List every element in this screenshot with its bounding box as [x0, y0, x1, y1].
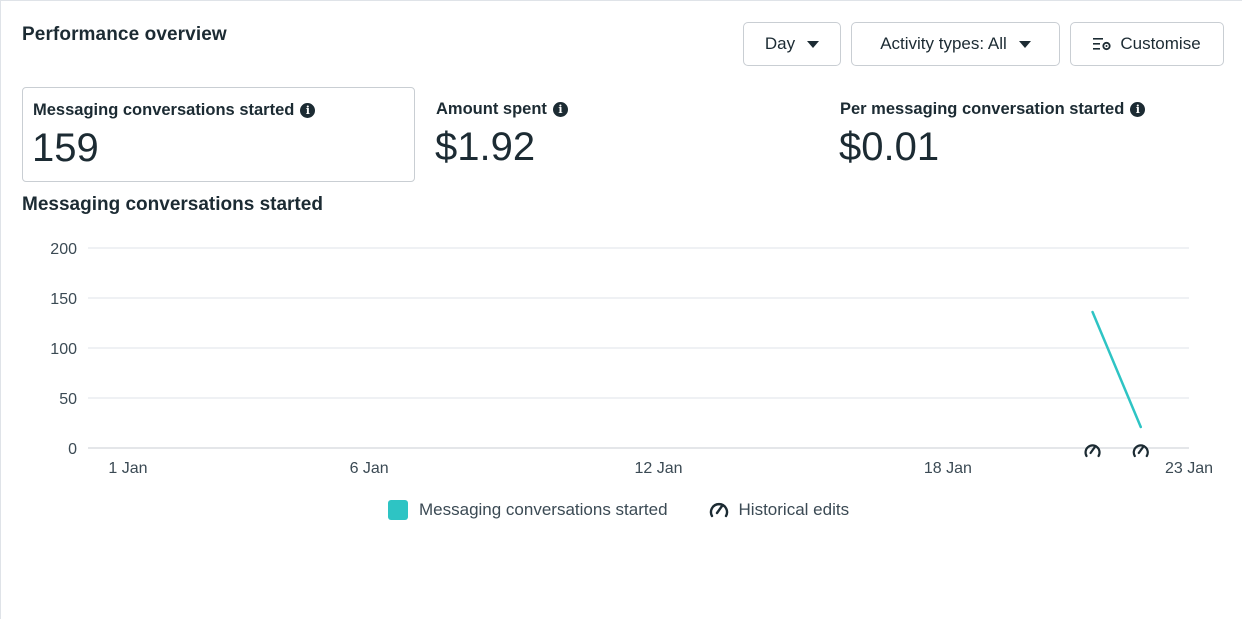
- page-title: Performance overview: [22, 24, 227, 45]
- legend-swatch: [388, 500, 408, 520]
- metric-card-messaging[interactable]: Messaging conversations started i 159: [22, 87, 415, 182]
- x-tick-label: 6 Jan: [350, 460, 389, 477]
- metric-value: 159: [32, 126, 99, 170]
- chart-legend: Messaging conversations started Historic…: [388, 500, 889, 520]
- x-tick-label: 12 Jan: [634, 460, 682, 477]
- metric-card-amount-spent[interactable]: Amount spent i $1.92: [426, 87, 806, 182]
- x-tick-label: 1 Jan: [108, 460, 147, 477]
- historical-edit-marker[interactable]: [1084, 444, 1101, 458]
- metric-label-row: Amount spent i: [436, 100, 568, 119]
- metric-value: $1.92: [435, 125, 536, 169]
- y-tick-label: 100: [50, 341, 77, 358]
- line-chart: 0 50 100 150 200 1 Jan 6 Jan 12 Jan 18 Jan 23 Jan: [50, 241, 1213, 477]
- y-tick-label: 200: [50, 241, 77, 258]
- info-icon[interactable]: i: [1130, 102, 1146, 117]
- y-tick-label: 150: [50, 291, 77, 308]
- chart-title: Messaging conversations started: [22, 194, 323, 215]
- x-tick-label: 18 Jan: [924, 460, 972, 477]
- metric-card-cost-per-conversation[interactable]: Per messaging conversation started i $0.…: [830, 87, 1220, 182]
- legend-item-series[interactable]: Messaging conversations started: [388, 500, 668, 520]
- legend-item-historical-edits[interactable]: Historical edits: [708, 500, 850, 520]
- customise-icon: [1093, 38, 1111, 51]
- legend-label: Historical edits: [738, 500, 850, 519]
- activity-types-label: Activity types: All: [880, 34, 1007, 53]
- legend-label: Messaging conversations started: [419, 500, 668, 519]
- activity-types-dropdown[interactable]: Activity types: All: [851, 22, 1060, 66]
- metric-label: Messaging conversations started: [33, 101, 295, 119]
- y-tick-label: 50: [59, 391, 77, 408]
- metric-label: Per messaging conversation started: [840, 100, 1125, 118]
- caret-down-icon: [807, 40, 820, 48]
- metric-label-row: Per messaging conversation started i: [840, 100, 1146, 119]
- gauge-icon: [709, 503, 728, 518]
- y-tick-label: 0: [68, 441, 77, 458]
- caret-down-icon: [1018, 40, 1031, 48]
- series-line: [1091, 310, 1143, 429]
- metric-label: Amount spent: [436, 100, 547, 118]
- info-icon[interactable]: i: [552, 102, 568, 117]
- info-icon[interactable]: i: [300, 103, 316, 118]
- metric-label-row: Messaging conversations started i: [33, 101, 316, 120]
- historical-edit-marker[interactable]: [1132, 444, 1149, 458]
- day-dropdown-label: Day: [764, 34, 796, 53]
- customise-button[interactable]: Customise: [1070, 22, 1224, 66]
- customise-label: Customise: [1120, 34, 1201, 53]
- x-tick-label: 23 Jan: [1165, 460, 1213, 477]
- metric-value: $0.01: [839, 125, 940, 169]
- day-dropdown[interactable]: Day: [743, 22, 841, 66]
